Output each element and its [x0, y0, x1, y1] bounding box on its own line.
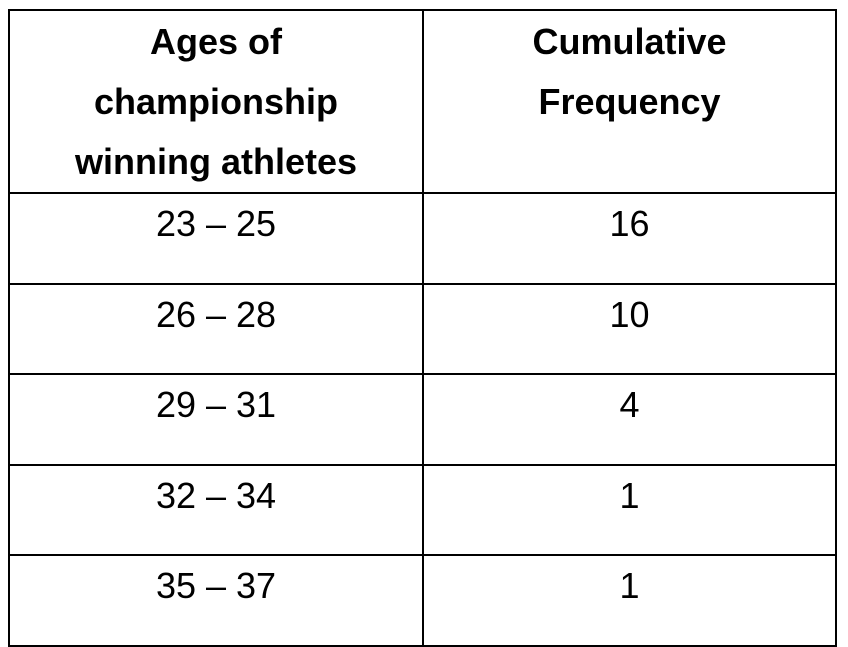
cumulative-frequency-cell: 1: [422, 463, 837, 556]
age-range-cell: 32 – 34: [8, 463, 424, 556]
header-ages-line: winning athletes: [74, 141, 358, 182]
cumulative-frequency-cell: 10: [422, 282, 837, 375]
table-row: 35 – 37 1: [8, 554, 837, 647]
age-range-cell: 29 – 31: [8, 373, 424, 466]
cumulative-frequency-cell: 4: [422, 373, 837, 466]
age-range-cell: 26 – 28: [8, 282, 424, 375]
table-header-row: Ages of championship winning athletes Cu…: [8, 9, 837, 194]
table-row: 26 – 28 10: [8, 282, 837, 375]
cumulative-frequency-table-container: Ages of championship winning athletes Cu…: [8, 9, 837, 647]
table-row: 23 – 25 16: [8, 192, 837, 285]
header-ages-line: championship: [93, 81, 339, 122]
age-range-cell: 23 – 25: [8, 192, 424, 285]
header-cumulative-frequency-line: Frequency: [538, 81, 721, 122]
header-cumulative-frequency-line: Cumulative: [532, 21, 727, 62]
cumulative-frequency-table: Ages of championship winning athletes Cu…: [8, 9, 837, 647]
header-cumulative-frequency: Cumulative Frequency: [422, 9, 837, 194]
header-ages-line: Ages of: [149, 21, 282, 62]
cumulative-frequency-cell: 1: [422, 554, 837, 647]
table-row: 32 – 34 1: [8, 463, 837, 556]
header-ages: Ages of championship winning athletes: [8, 9, 424, 194]
table-row: 29 – 31 4: [8, 373, 837, 466]
age-range-cell: 35 – 37: [8, 554, 424, 647]
cumulative-frequency-cell: 16: [422, 192, 837, 285]
